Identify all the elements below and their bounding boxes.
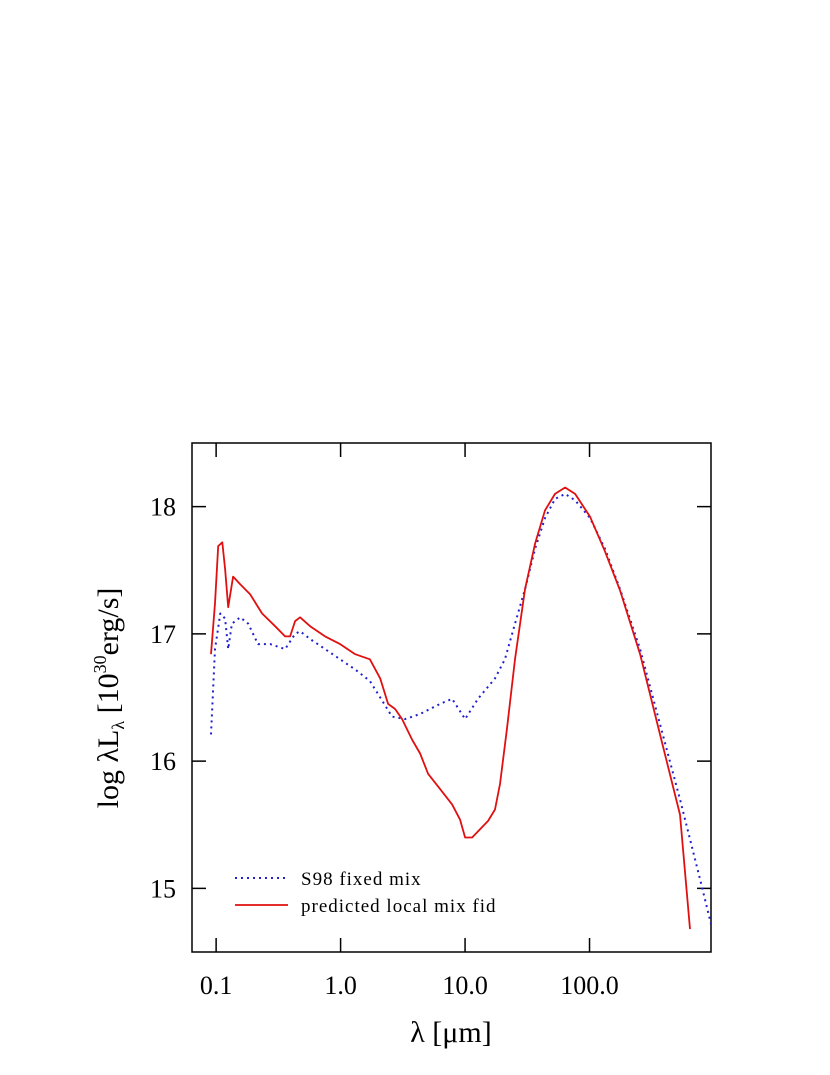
legend-label: S98 fixed mix — [301, 869, 422, 890]
plot-area — [210, 486, 711, 930]
x-axis-label: λ [μm] — [410, 1016, 491, 1049]
legend-label: predicted local mix fid — [301, 896, 497, 917]
y-label-mid: [10 — [92, 673, 125, 721]
x-tick-label: 1.0 — [324, 971, 357, 1000]
y-tick-label: 17 — [150, 620, 176, 649]
x-tick-label: 100.0 — [560, 971, 619, 1000]
y-label-main: log λL — [92, 730, 125, 809]
y-label-sub: λ — [108, 721, 128, 730]
y-tick-label: 16 — [150, 747, 176, 776]
series-line — [210, 486, 691, 930]
y-tick-label: 18 — [150, 493, 176, 522]
y-label-sup: 30 — [90, 655, 110, 673]
plot-frame — [191, 442, 712, 953]
y-tick-label: 15 — [150, 874, 176, 903]
y-axis-label: log λLλ [1030erg/s] — [90, 588, 128, 809]
y-label-end: erg/s] — [92, 588, 125, 656]
x-tick-label: 10.0 — [442, 971, 488, 1000]
series-line — [210, 492, 711, 925]
x-tick-label: 0.1 — [200, 971, 233, 1000]
